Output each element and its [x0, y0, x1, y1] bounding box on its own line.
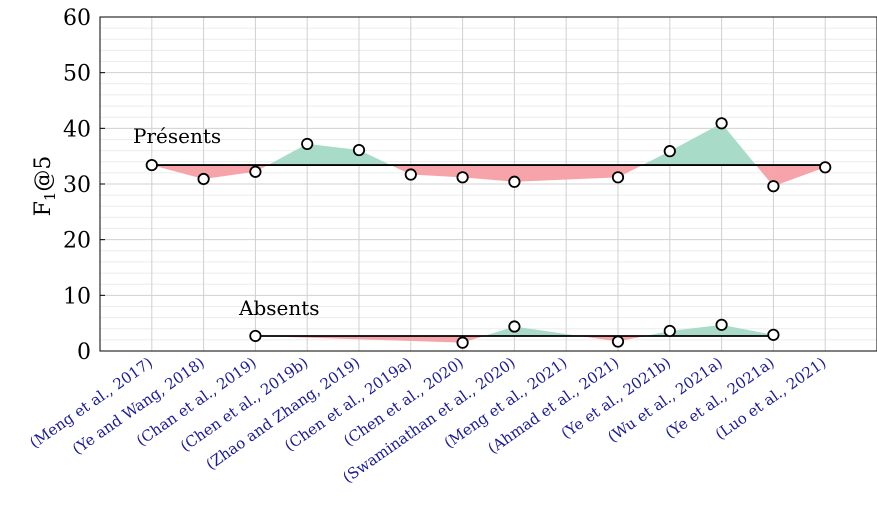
- y-tick-label: 0: [77, 340, 91, 365]
- fill-above-baseline: [669, 324, 722, 336]
- fill-above-baseline: [359, 150, 391, 166]
- y-tick-label: 60: [63, 6, 91, 31]
- y-tick-label: 10: [63, 284, 91, 309]
- fill-above-baseline: [721, 123, 756, 166]
- data-point: [145, 158, 158, 172]
- fill-below-baseline: [773, 165, 826, 187]
- data-point: [611, 335, 625, 348]
- y-tick-label: 30: [63, 173, 91, 198]
- y-tick-label: 40: [63, 117, 91, 142]
- y-tick-labels: 0 10 20 30 40 50 60: [63, 6, 105, 365]
- data-point: [456, 171, 469, 184]
- data-point: [663, 145, 676, 158]
- difference-fills: [151, 123, 826, 343]
- fill-below-baseline: [390, 165, 411, 175]
- fill-above-baseline: [267, 143, 308, 166]
- y-axis-label: F1@5: [31, 156, 59, 217]
- fill-above-baseline: [645, 330, 670, 336]
- x-tick-labels: (Meng et al., 2017)(Ye and Wang, 2018)(C…: [26, 354, 829, 487]
- data-points: [145, 117, 832, 349]
- data-point: [715, 117, 728, 130]
- data-point: [456, 336, 469, 349]
- data-point: [249, 329, 262, 343]
- data-point: [663, 324, 676, 338]
- fill-below-baseline: [514, 165, 618, 182]
- fill-below-baseline: [255, 335, 463, 343]
- data-point: [767, 180, 780, 193]
- fill-below-baseline: [462, 165, 515, 182]
- data-point: [715, 318, 728, 331]
- y-axis-label-subscript: 1: [41, 192, 59, 202]
- series-label: Présents: [133, 124, 221, 148]
- fill-above-baseline: [514, 326, 580, 336]
- fill-above-baseline: [721, 324, 774, 336]
- data-point: [404, 168, 417, 181]
- series-labels: Présents Absents: [133, 124, 320, 320]
- fill-below-baseline: [410, 165, 463, 178]
- data-point: [508, 320, 521, 333]
- data-point: [352, 143, 366, 157]
- fill-above-baseline: [307, 143, 359, 166]
- series-label: Absents: [238, 296, 320, 320]
- fill-below-baseline: [755, 165, 774, 187]
- data-point: [508, 175, 521, 188]
- grid: [100, 16, 877, 352]
- fill-below-baseline: [618, 335, 646, 342]
- data-point: [249, 165, 262, 178]
- y-tick-label: 50: [63, 62, 91, 87]
- fill-below-baseline: [151, 165, 204, 179]
- fill-below-baseline: [579, 335, 618, 342]
- data-point: [197, 172, 210, 186]
- fill-above-baseline: [642, 151, 670, 166]
- baselines: [151, 164, 826, 337]
- fill-above-baseline: [484, 326, 515, 336]
- data-point: [301, 137, 314, 151]
- fill-above-baseline: [669, 123, 722, 166]
- data-point: [611, 171, 625, 184]
- fill-below-baseline: [618, 165, 643, 178]
- fill-below-baseline: [203, 165, 256, 179]
- y-tick-label: 20: [63, 229, 91, 254]
- y-axis-label-main: F: [31, 201, 56, 216]
- y-axis-label-suffix: @5: [31, 156, 56, 192]
- data-point: [819, 161, 832, 174]
- data-point: [767, 328, 780, 341]
